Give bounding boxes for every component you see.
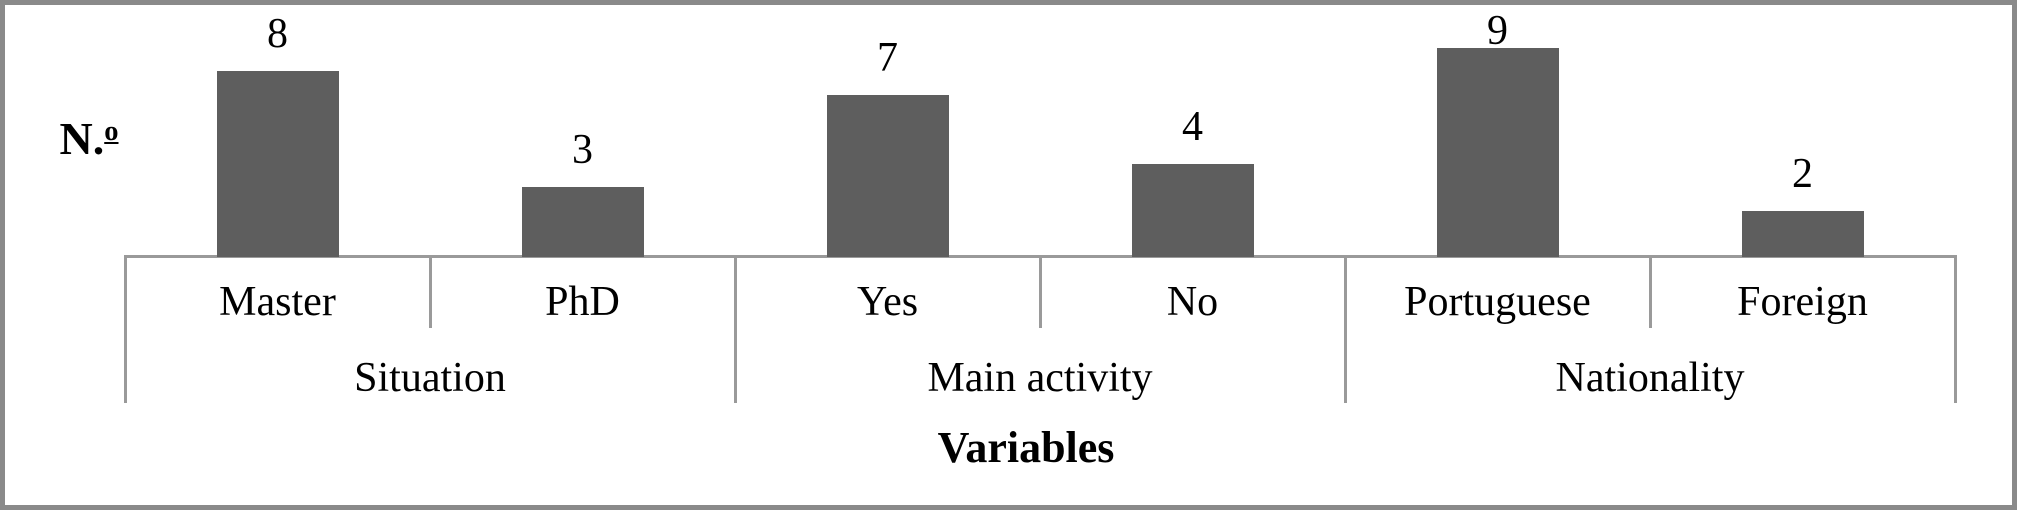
group-tick (734, 255, 737, 403)
category-label: Master (219, 279, 336, 325)
value-label: 9 (1487, 8, 1508, 54)
category-label: PhD (545, 279, 620, 325)
value-label: 2 (1792, 150, 1813, 197)
y-axis-title: N.o (34, 113, 144, 165)
category-label: No (1166, 279, 1219, 325)
group-label: Main activity (927, 355, 1153, 401)
bar (1741, 210, 1864, 257)
category-label: Foreign (1737, 279, 1868, 325)
category-tick (429, 255, 432, 328)
bar (216, 71, 339, 257)
group-tick (1344, 255, 1347, 403)
value-label: 3 (572, 127, 593, 174)
group-label: Nationality (1555, 355, 1745, 401)
value-label: 4 (1182, 104, 1203, 151)
category-tick (1039, 255, 1042, 328)
y-axis-title-prefix: N. (59, 113, 105, 164)
category-tick (1649, 255, 1652, 328)
bar (826, 94, 949, 257)
group-tick (124, 255, 127, 403)
y-axis-title-ordinal: o (104, 115, 119, 147)
x-axis-title: Variables (937, 423, 1115, 472)
bar (1436, 48, 1559, 257)
bar (521, 187, 644, 257)
bar (1131, 164, 1254, 257)
group-label: Situation (354, 355, 506, 401)
category-label: Yes (856, 279, 919, 325)
value-label: 8 (267, 11, 288, 58)
group-tick (1954, 255, 1957, 403)
value-label: 7 (877, 34, 898, 81)
category-label: Portuguese (1404, 279, 1591, 325)
